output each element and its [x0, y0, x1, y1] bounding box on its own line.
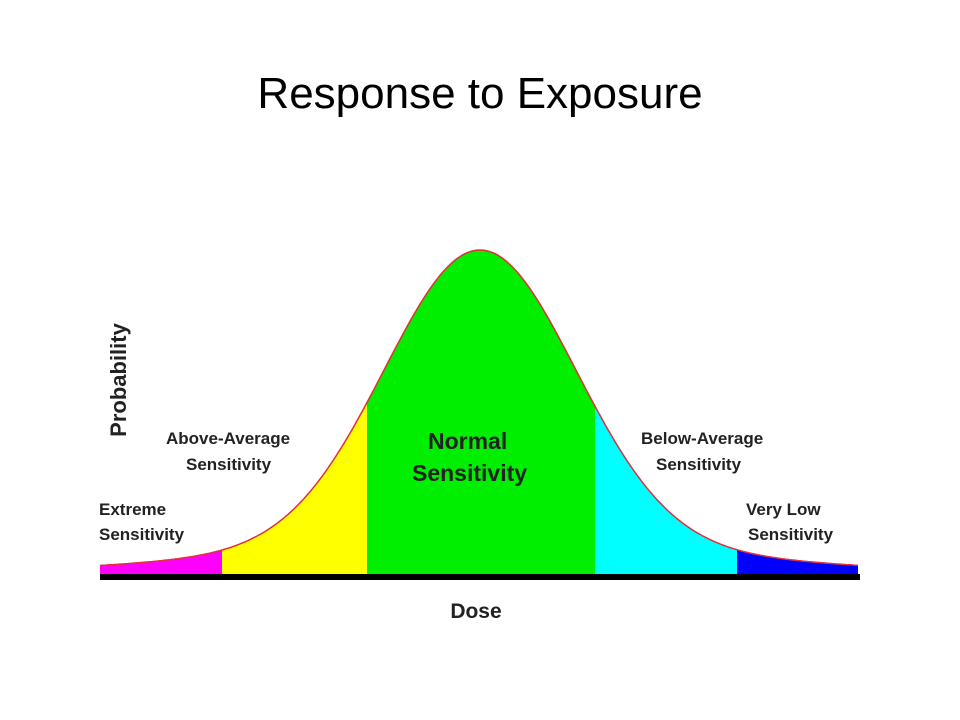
x-axis-label: Dose [450, 600, 501, 623]
region-label: Extreme [99, 500, 166, 519]
region-label: Above-Average [166, 429, 290, 448]
region-label: Very Low [746, 500, 821, 519]
region-below-average [595, 250, 737, 580]
region-label: Sensitivity [412, 460, 527, 486]
baseline [100, 574, 860, 580]
region-normal [367, 250, 595, 580]
slide-title: Response to Exposure [257, 69, 702, 118]
region-above-average [222, 250, 367, 580]
region-label: Sensitivity [748, 525, 834, 544]
region-label: Sensitivity [99, 525, 185, 544]
region-label: Normal [428, 428, 507, 454]
region-very-low [737, 250, 858, 580]
region-label: Sensitivity [656, 455, 742, 474]
curve-regions [100, 250, 858, 580]
region-label: Below-Average [641, 429, 763, 448]
region-label: Sensitivity [186, 455, 272, 474]
y-axis-label: Probability [106, 322, 131, 436]
bell-curve [99, 249, 859, 567]
